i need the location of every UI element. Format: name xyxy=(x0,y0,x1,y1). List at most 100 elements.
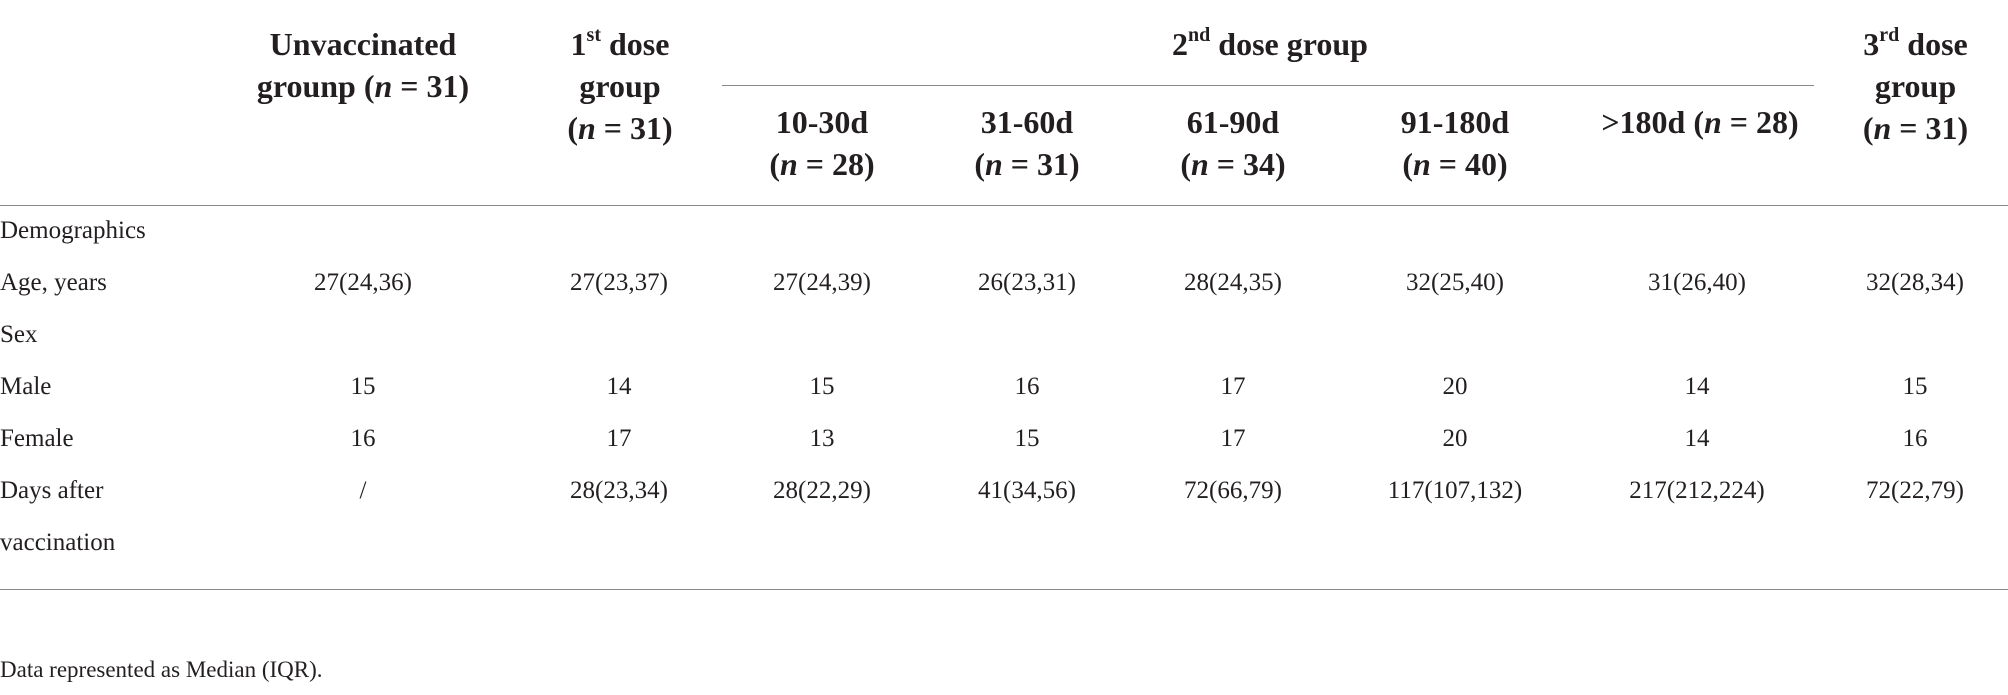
second-dose-subrule xyxy=(722,85,1814,86)
row-label: Male xyxy=(0,373,52,400)
row-label: Age, years xyxy=(0,269,107,296)
header-61-90d-count: = 34) xyxy=(1208,146,1286,182)
header-91-180d: 91-180d (n = 40) xyxy=(1355,101,1555,185)
table-cell: 32(28,34) xyxy=(1866,269,1964,296)
header-91-180d-line1: 91-180d xyxy=(1400,104,1510,140)
header-second-dose-text: dose group xyxy=(1210,26,1368,62)
header-10-30d-n: n xyxy=(779,146,798,182)
table-cell: 15 xyxy=(350,373,376,400)
header-31-60d-paren: ( xyxy=(974,146,985,182)
table-cell: 28(24,35) xyxy=(1184,269,1282,296)
table-bottom-rule xyxy=(0,589,2008,590)
header-over-180d-text: >180d ( xyxy=(1601,104,1704,140)
table-cell: 32(25,40) xyxy=(1406,269,1504,296)
header-first-dose-line1: 1st dose xyxy=(520,23,720,65)
table-cell: 17 xyxy=(1220,425,1246,452)
header-third-dose-text: dose xyxy=(1899,26,1968,62)
table-cell: 13 xyxy=(809,425,835,452)
table-cell: 17 xyxy=(606,425,632,452)
header-91-180d-paren: ( xyxy=(1402,146,1413,182)
row-label: Female xyxy=(0,425,74,452)
table-cell: 28(23,34) xyxy=(570,477,668,504)
header-unvaccinated: Unvaccinated grounp (n = 31) xyxy=(228,23,498,107)
header-third-dose-sup: rd xyxy=(1879,24,1900,47)
header-31-60d-n: n xyxy=(984,146,1003,182)
table-cell: 72(22,79) xyxy=(1866,477,1964,504)
table-cell: 15 xyxy=(809,373,835,400)
header-unvaccinated-text: grounp ( xyxy=(256,68,375,104)
header-61-90d-line1: 61-90d xyxy=(1186,104,1280,140)
header-over-180d-n: n xyxy=(1704,104,1722,140)
header-second-dose-num: 2 xyxy=(1172,26,1189,62)
row-label: Sex xyxy=(0,321,38,348)
header-third-dose: 3rd dose group (n = 31) xyxy=(1823,23,2008,149)
footnote: Data represented as Median (IQR). xyxy=(0,657,323,682)
header-third-dose-line3: (n = 31) xyxy=(1823,107,2008,149)
header-31-60d-count: = 31) xyxy=(1002,146,1080,182)
header-31-60d-line1: 31-60d xyxy=(980,104,1074,140)
table-cell: 27(24,36) xyxy=(314,269,412,296)
row-label: vaccination xyxy=(0,529,116,556)
header-third-dose-num: 3 xyxy=(1863,26,1880,62)
header-91-180d-count: = 40) xyxy=(1430,146,1508,182)
header-first-dose-line2: group xyxy=(579,68,661,104)
header-31-60d: 31-60d (n = 31) xyxy=(927,101,1127,185)
table-cell: 14 xyxy=(606,373,632,400)
header-third-dose-line2: group xyxy=(1874,68,1957,104)
table-cell: 27(23,37) xyxy=(570,269,668,296)
header-first-dose-paren: ( xyxy=(567,110,578,146)
header-first-dose-n: n xyxy=(577,110,596,146)
header-61-90d-paren: ( xyxy=(1180,146,1191,182)
table-cell: 17 xyxy=(1220,373,1246,400)
header-first-dose-sup: st xyxy=(586,24,601,47)
header-second-dose-group: 2nd dose group xyxy=(1030,23,1510,65)
header-first-dose-text: dose xyxy=(601,26,670,62)
header-10-30d-line2: (n = 28) xyxy=(722,143,922,185)
table-cell: 14 xyxy=(1684,425,1710,452)
table-cell: 28(22,29) xyxy=(773,477,871,504)
header-first-dose: 1st dose group (n = 31) xyxy=(520,23,720,149)
header-third-dose-count: = 31) xyxy=(1891,110,1969,146)
header-61-90d: 61-90d (n = 34) xyxy=(1133,101,1333,185)
header-unvaccinated-n: n xyxy=(374,68,393,104)
header-91-180d-n: n xyxy=(1412,146,1431,182)
table-cell: 117(107,132) xyxy=(1387,477,1523,504)
header-61-90d-line2: (n = 34) xyxy=(1133,143,1333,185)
header-first-dose-count: = 31) xyxy=(595,110,673,146)
header-unvaccinated-line1: Unvaccinated xyxy=(269,26,457,62)
header-over-180d-count: = 28) xyxy=(1721,104,1799,140)
table-cell: 20 xyxy=(1442,373,1468,400)
header-over-180d: >180d (n = 28) xyxy=(1585,101,1815,143)
header-third-dose-n: n xyxy=(1873,110,1892,146)
row-label: Demographics xyxy=(0,217,146,244)
header-unvaccinated-line2: grounp (n = 31) xyxy=(228,65,498,107)
table-cell: 16 xyxy=(1014,373,1040,400)
header-10-30d-line1: 10-30d xyxy=(775,104,869,140)
table-cell: 20 xyxy=(1442,425,1468,452)
table-cell: 27(24,39) xyxy=(773,269,871,296)
table-cell: 15 xyxy=(1902,373,1928,400)
table-cell: 16 xyxy=(350,425,376,452)
header-10-30d-count: = 28) xyxy=(797,146,875,182)
row-label: Days after xyxy=(0,477,104,504)
header-bottom-rule xyxy=(0,205,2008,206)
header-10-30d: 10-30d (n = 28) xyxy=(722,101,922,185)
table-cell: 15 xyxy=(1014,425,1040,452)
table-cell: 31(26,40) xyxy=(1648,269,1746,296)
table-cell: 41(34,56) xyxy=(978,477,1076,504)
header-second-dose-sup: nd xyxy=(1188,24,1211,47)
table-cell: 72(66,79) xyxy=(1184,477,1282,504)
header-10-30d-paren: ( xyxy=(769,146,780,182)
header-third-dose-paren: ( xyxy=(1862,110,1874,146)
header-unvaccinated-count: = 31) xyxy=(392,68,470,104)
header-91-180d-line2: (n = 40) xyxy=(1355,143,1555,185)
table-cell: 16 xyxy=(1902,425,1928,452)
header-61-90d-n: n xyxy=(1190,146,1209,182)
table-cell: 14 xyxy=(1684,373,1710,400)
header-first-dose-line3: (n = 31) xyxy=(520,107,720,149)
header-31-60d-line2: (n = 31) xyxy=(927,143,1127,185)
table-cell: 26(23,31) xyxy=(978,269,1076,296)
header-third-dose-line1: 3rd dose xyxy=(1823,23,2008,65)
header-first-dose-num: 1 xyxy=(570,26,587,62)
table-cell: / xyxy=(359,477,367,504)
